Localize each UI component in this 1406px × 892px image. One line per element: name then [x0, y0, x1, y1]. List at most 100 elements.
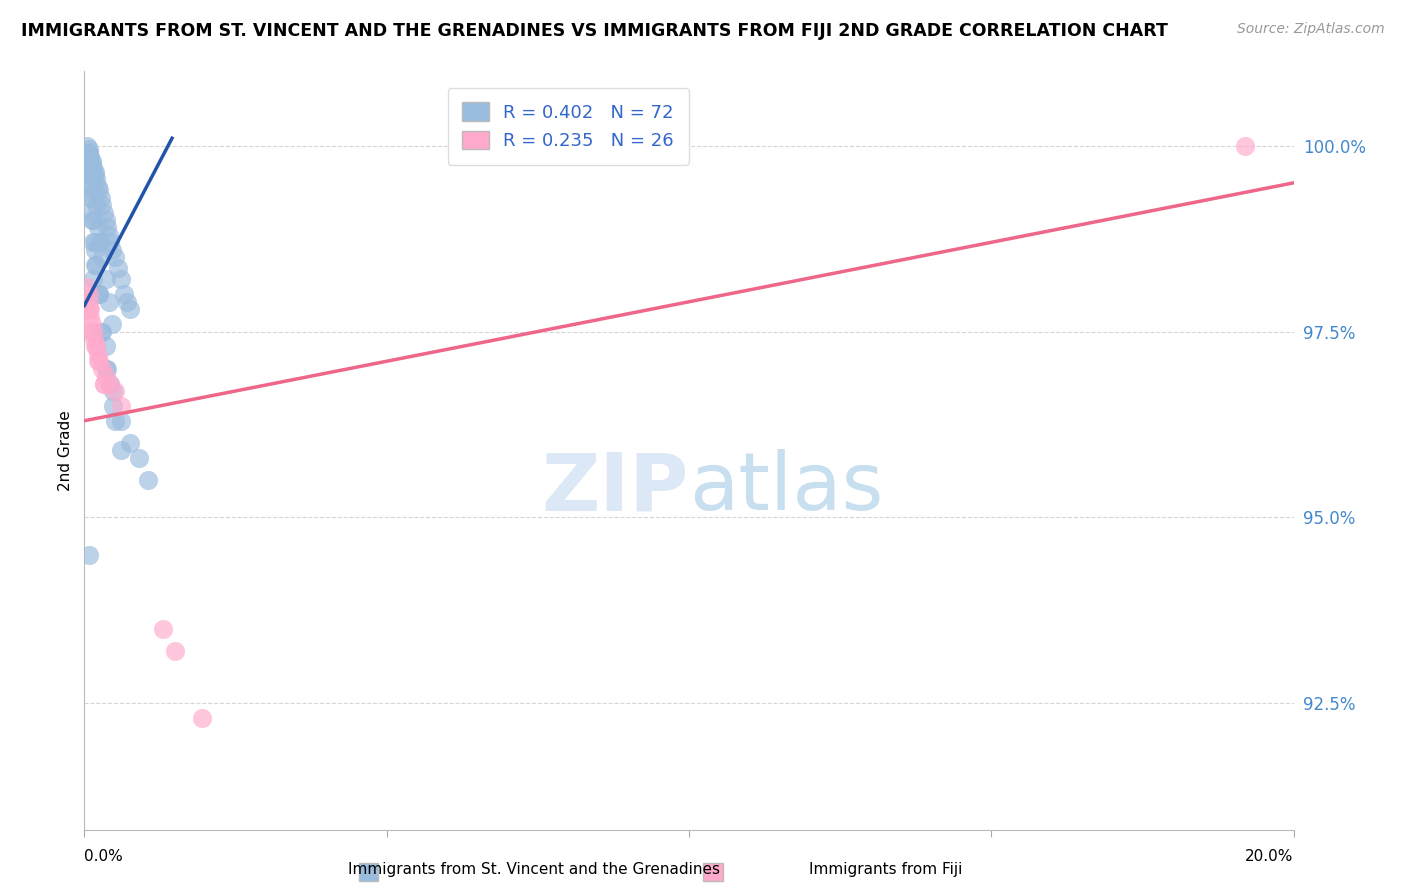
Point — [82, 161, 104, 175]
Point — [79, 153, 101, 168]
Point — [96, 220, 118, 235]
Point — [93, 205, 115, 219]
Point — [82, 235, 104, 250]
Point — [83, 339, 105, 353]
Point — [94, 369, 117, 384]
Point — [77, 176, 100, 190]
Point — [86, 220, 108, 235]
Point — [110, 443, 132, 458]
Point — [86, 179, 108, 194]
Point — [96, 361, 118, 376]
Point — [77, 302, 100, 317]
Point — [91, 250, 114, 264]
Point — [83, 164, 105, 178]
Point — [84, 243, 107, 257]
Point — [82, 157, 104, 171]
Point — [107, 261, 129, 276]
Point — [83, 183, 105, 197]
Point — [77, 153, 100, 168]
Point — [80, 325, 103, 339]
Point — [77, 146, 100, 161]
Point — [110, 399, 132, 413]
Point — [79, 310, 101, 324]
Point — [128, 450, 150, 465]
Point — [76, 138, 98, 153]
Point — [98, 235, 121, 250]
Point — [1234, 138, 1257, 153]
Point — [82, 325, 104, 339]
Text: Immigrants from St. Vincent and the Grenadines: Immigrants from St. Vincent and the Gren… — [349, 863, 720, 877]
Point — [104, 384, 127, 398]
Point — [93, 376, 115, 391]
Point — [103, 384, 125, 398]
Point — [80, 153, 103, 168]
Point — [82, 213, 104, 227]
Point — [91, 325, 114, 339]
Point — [101, 399, 124, 413]
Point — [76, 161, 98, 175]
Point — [80, 191, 103, 205]
Point — [87, 354, 110, 368]
Point — [84, 258, 107, 272]
Point — [79, 302, 101, 317]
Point — [98, 376, 121, 391]
Point — [86, 172, 108, 186]
Point — [80, 205, 103, 219]
Legend: R = 0.402   N = 72, R = 0.235   N = 26: R = 0.402 N = 72, R = 0.235 N = 26 — [447, 88, 689, 165]
Point — [93, 376, 115, 391]
Point — [118, 436, 141, 450]
Point — [86, 287, 108, 301]
Point — [100, 317, 122, 331]
Point — [87, 287, 110, 301]
Point — [152, 622, 174, 636]
Text: IMMIGRANTS FROM ST. VINCENT AND THE GRENADINES VS IMMIGRANTS FROM FIJI 2ND GRADE: IMMIGRANTS FROM ST. VINCENT AND THE GREN… — [21, 22, 1168, 40]
Point — [80, 213, 103, 227]
Point — [94, 213, 117, 227]
Point — [76, 280, 98, 294]
Point — [89, 354, 111, 368]
Point — [118, 302, 141, 317]
Point — [90, 191, 112, 205]
Y-axis label: 2nd Grade: 2nd Grade — [58, 410, 73, 491]
Point — [83, 235, 105, 250]
Point — [84, 198, 107, 212]
Point — [77, 146, 100, 161]
Point — [79, 191, 101, 205]
Point — [97, 227, 120, 242]
Point — [98, 376, 121, 391]
Point — [110, 414, 132, 428]
Text: atlas: atlas — [689, 450, 883, 527]
Point — [112, 287, 135, 301]
Point — [94, 272, 117, 286]
Point — [89, 235, 111, 250]
Point — [77, 176, 100, 190]
Point — [91, 361, 114, 376]
Point — [86, 339, 108, 353]
Text: 20.0%: 20.0% — [1246, 848, 1294, 863]
Point — [77, 169, 100, 183]
Point — [77, 142, 100, 156]
Point — [100, 243, 122, 257]
Point — [90, 325, 112, 339]
Point — [110, 272, 132, 286]
Point — [76, 161, 98, 175]
Point — [86, 258, 108, 272]
Point — [191, 711, 214, 725]
Text: Source: ZipAtlas.com: Source: ZipAtlas.com — [1237, 22, 1385, 37]
Point — [79, 150, 101, 164]
Text: ZIP: ZIP — [541, 450, 689, 527]
Point — [83, 332, 105, 346]
Point — [165, 644, 187, 658]
Point — [82, 317, 104, 331]
Point — [104, 250, 127, 264]
Point — [94, 339, 117, 353]
Point — [84, 169, 107, 183]
Point — [115, 294, 138, 309]
Point — [97, 294, 120, 309]
Point — [89, 287, 111, 301]
Point — [86, 347, 108, 361]
Point — [136, 473, 159, 487]
Point — [77, 294, 100, 309]
Point — [89, 183, 111, 197]
Text: 0.0%: 0.0% — [84, 848, 124, 863]
